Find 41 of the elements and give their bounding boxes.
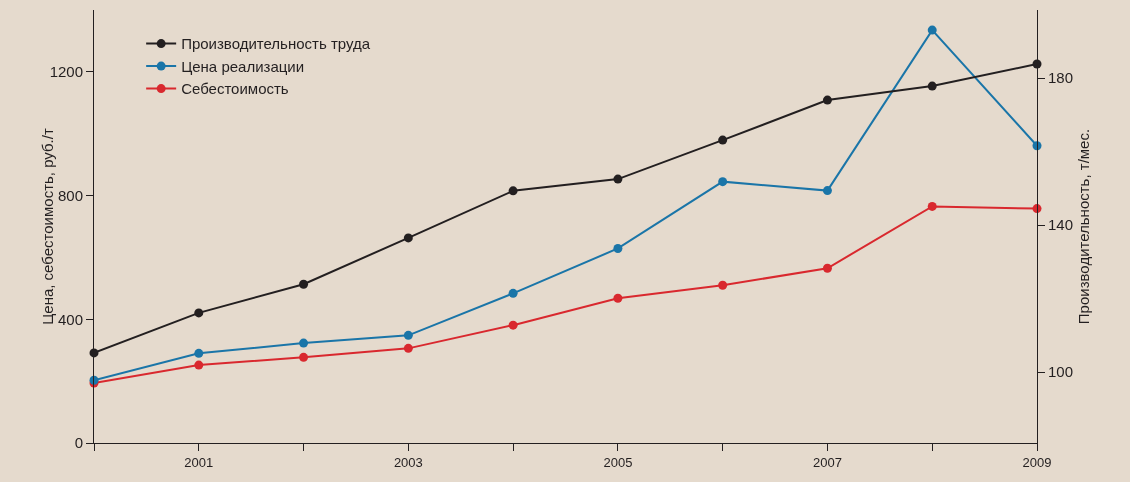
- point: [718, 177, 728, 187]
- x-tick-label: 2007: [812, 454, 842, 470]
- point: [403, 343, 413, 353]
- point: [403, 233, 413, 243]
- point: [508, 186, 518, 196]
- legend-label: Производительность труда: [181, 35, 371, 53]
- point: [299, 352, 309, 362]
- point: [613, 174, 623, 184]
- x-tick-label: 2001: [184, 454, 214, 470]
- point: [822, 186, 832, 196]
- point: [613, 243, 623, 253]
- point: [299, 279, 309, 289]
- point: [508, 320, 518, 330]
- legend-label: Цена реализации: [181, 57, 305, 75]
- point: [194, 348, 204, 358]
- y-tick-label: 400: [57, 310, 83, 328]
- point: [194, 308, 204, 318]
- y2-axis-title: Производительность, т/мес.: [1075, 128, 1093, 325]
- y2-tick-label: 100: [1048, 363, 1074, 381]
- x-tick-label: 2003: [393, 454, 423, 470]
- x-tick-label: 2009: [1022, 454, 1052, 470]
- point: [927, 25, 937, 35]
- point: [508, 288, 518, 298]
- y-tick-label: 800: [57, 186, 83, 204]
- point: [194, 360, 204, 370]
- point: [927, 81, 937, 91]
- point: [613, 293, 623, 303]
- y-tick-label: 1200: [49, 63, 83, 81]
- point: [927, 201, 937, 211]
- y2-tick-label: 180: [1048, 69, 1074, 87]
- point: [822, 95, 832, 105]
- point: [718, 280, 728, 290]
- point: [299, 338, 309, 348]
- point: [822, 263, 832, 273]
- point: [403, 330, 413, 340]
- legend-label: Себестоимость: [181, 80, 289, 98]
- x-tick-label: 2005: [603, 454, 633, 470]
- y-axis-title: Цена, себестоимость, руб./т: [38, 128, 56, 325]
- y-tick-label: 0: [74, 434, 83, 452]
- point: [718, 135, 728, 145]
- y2-tick-label: 140: [1048, 216, 1074, 234]
